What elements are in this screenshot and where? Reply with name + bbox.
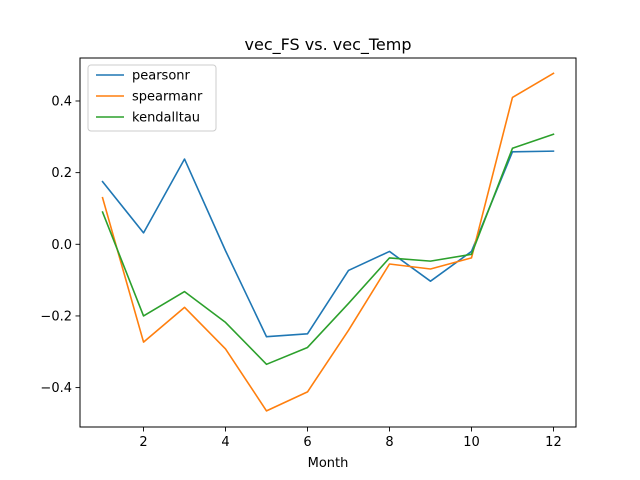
x-tick-label: 2 [139, 435, 147, 450]
legend-label-spearmanr: spearmanr [132, 90, 203, 105]
legend-label-kendalltau: kendalltau [132, 111, 200, 126]
y-tick-label: 0.4 [51, 94, 72, 109]
x-tick-label: 10 [463, 435, 480, 450]
legend-box [87, 64, 217, 132]
chart-title: vec_FS vs. vec_Temp [245, 35, 412, 55]
x-axis: 2 4 6 8 10 12 [139, 427, 562, 450]
plot-frame [79, 57, 577, 428]
y-tick-label: 0.0 [51, 238, 72, 253]
series-line-kendalltau [101, 133, 555, 366]
series-line-pearsonr [101, 150, 555, 338]
y-tick-label: −0.4 [40, 381, 72, 396]
legend: pearsonr spearmanr kendalltau [87, 64, 217, 132]
y-axis: −0.4 −0.2 0.0 0.2 0.4 [40, 94, 80, 396]
series-line-spearmanr [101, 72, 555, 412]
x-tick-label: 6 [303, 435, 311, 450]
legend-label-pearsonr: pearsonr [132, 69, 191, 84]
x-tick-label: 12 [545, 435, 562, 450]
x-tick-label: 8 [385, 435, 393, 450]
y-tick-label: −0.2 [40, 309, 72, 324]
x-axis-label: Month [308, 456, 349, 471]
y-tick-label: 0.2 [51, 166, 72, 181]
x-tick-label: 4 [221, 435, 229, 450]
plot-lines [101, 72, 555, 412]
